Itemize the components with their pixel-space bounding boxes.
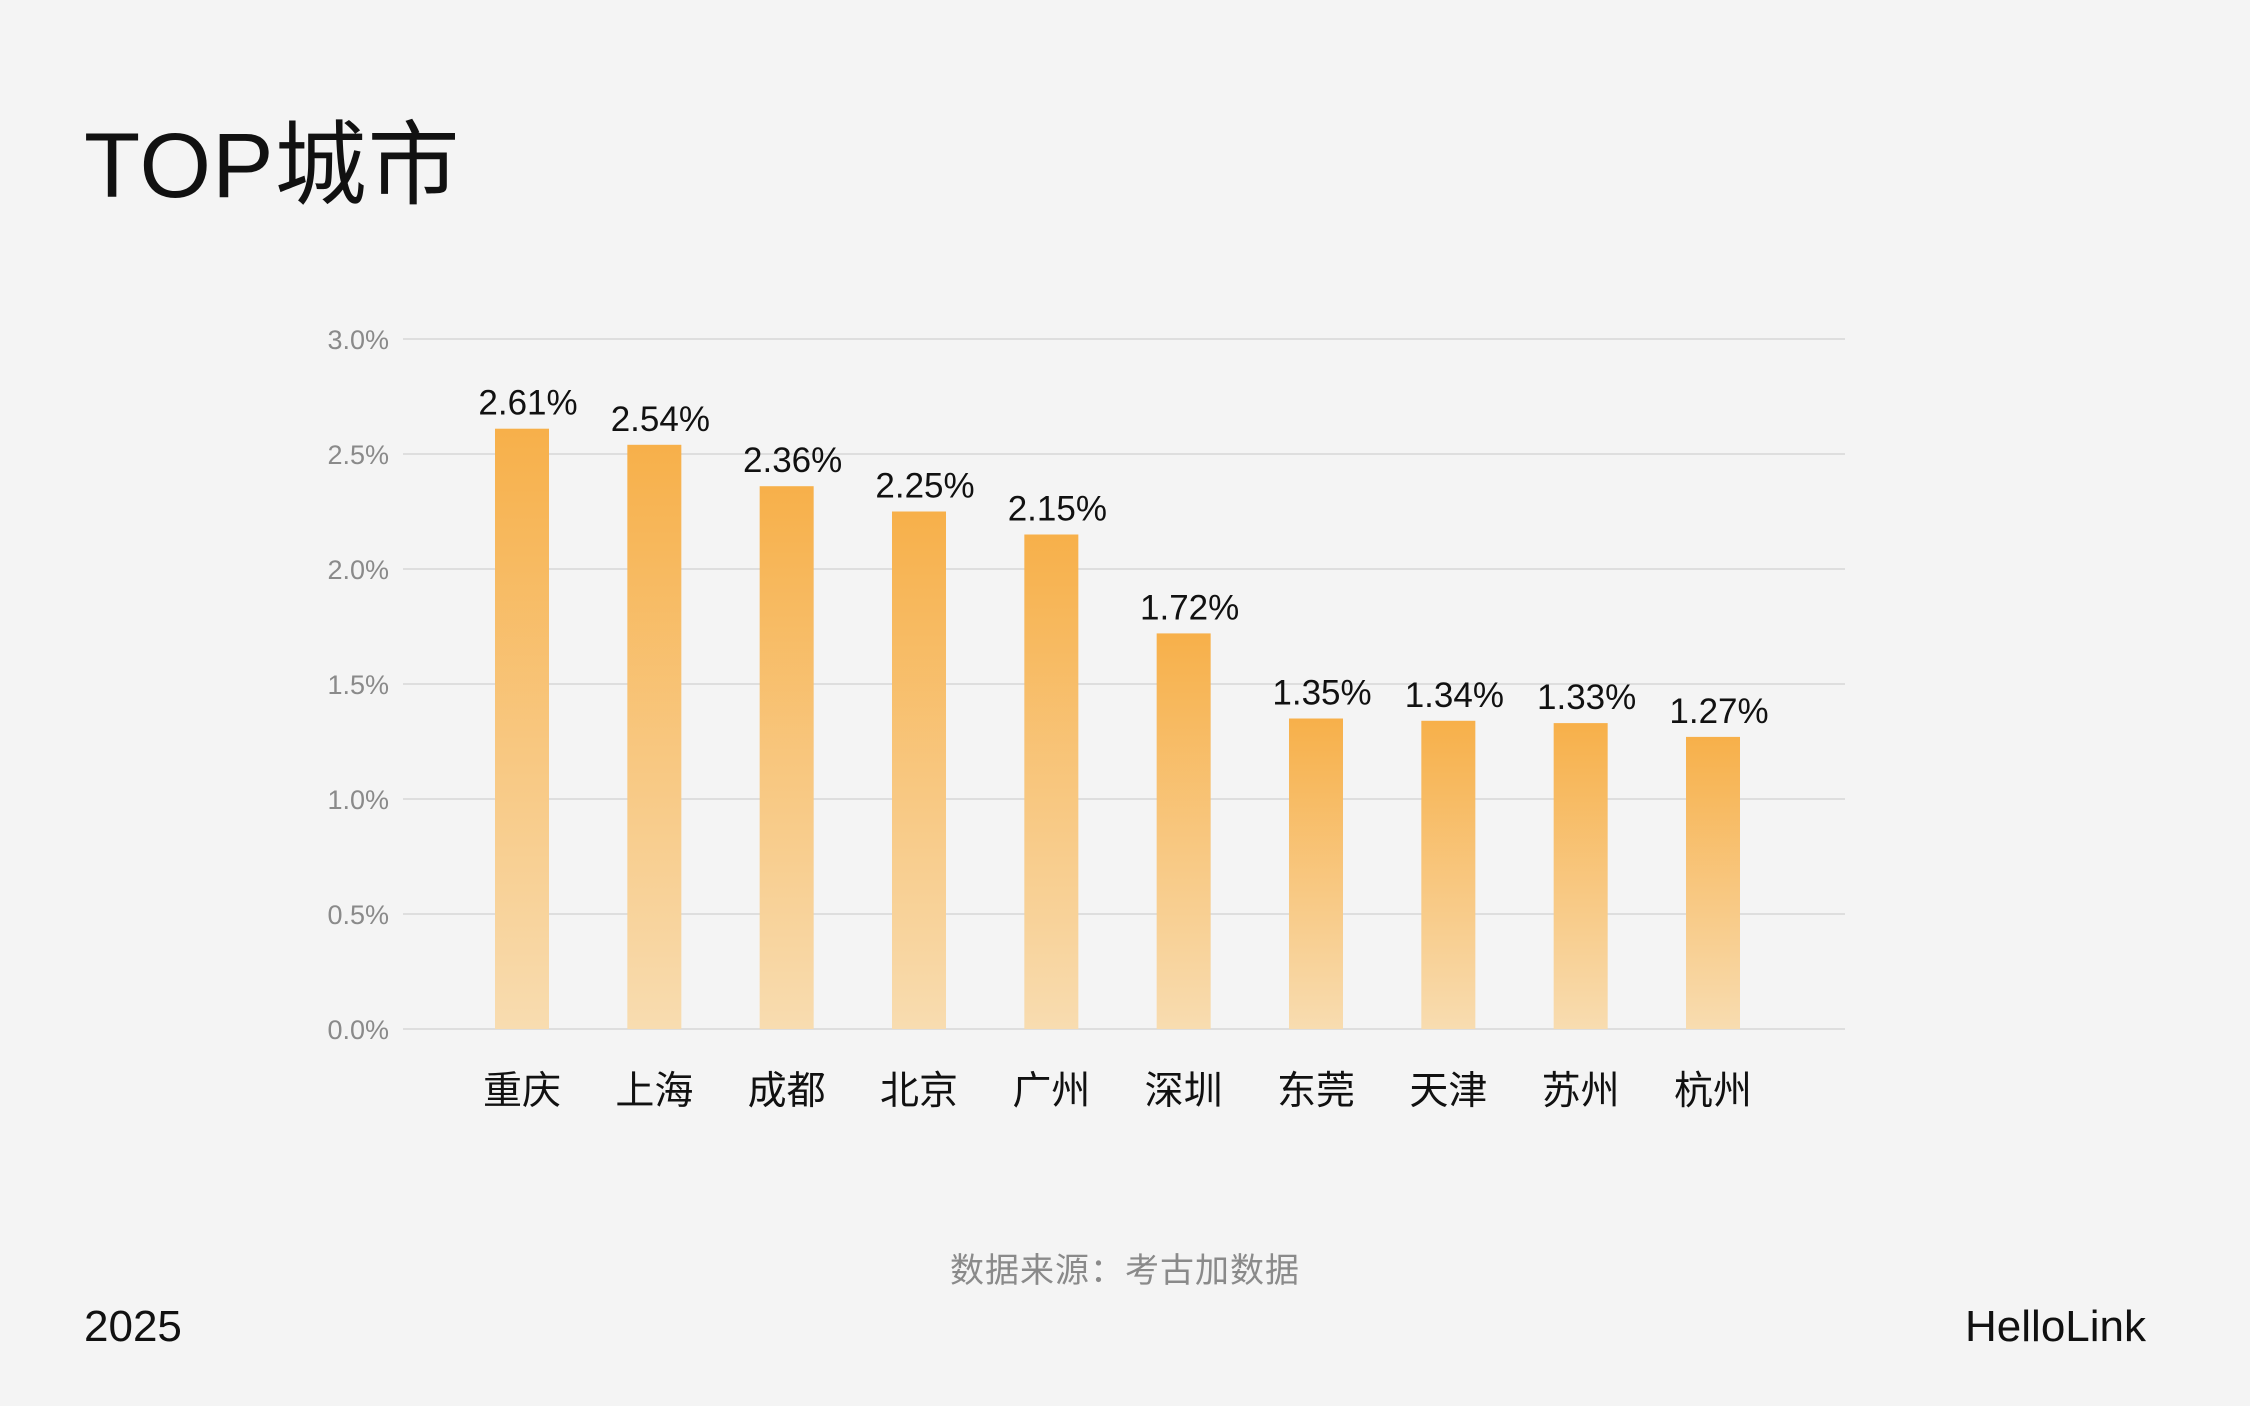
data-label: 2.36%	[743, 441, 842, 480]
data-label: 2.61%	[478, 384, 577, 423]
y-tick-label: 1.0%	[327, 785, 389, 815]
bar	[1156, 633, 1211, 1029]
x-tick-label: 东莞	[1277, 1069, 1355, 1114]
y-tick-label: 2.0%	[327, 555, 389, 585]
source-note: 数据来源：考古加数据	[950, 1252, 1300, 1290]
x-tick-label: 成都	[748, 1069, 826, 1114]
data-labels: 2.61% 2.54% 2.36% 2.25% 2.15% 1.72% 1.35% 1.34%…	[478, 384, 1768, 731]
bar	[1421, 720, 1476, 1029]
y-tick-label: 0.5%	[327, 900, 389, 930]
x-tick-label: 天津	[1409, 1069, 1487, 1114]
page-title: TOP城市	[84, 115, 461, 217]
bar	[1553, 723, 1608, 1029]
x-tick-label: 上海	[615, 1069, 693, 1114]
data-label: 1.27%	[1669, 692, 1768, 731]
data-label: 1.72%	[1140, 588, 1239, 627]
bar	[1686, 736, 1740, 1029]
data-label: 1.34%	[1405, 676, 1504, 715]
x-tick-label: 苏州	[1542, 1069, 1620, 1114]
y-tick-label: 1.5%	[327, 670, 389, 700]
data-label: 2.15%	[1008, 490, 1107, 529]
bar	[627, 444, 682, 1029]
y-tick-label: 0.0%	[327, 1015, 389, 1045]
y-tick-label: 3.0%	[327, 325, 389, 355]
data-label: 1.35%	[1272, 674, 1371, 713]
data-label: 1.33%	[1537, 678, 1636, 717]
bar	[1024, 534, 1079, 1029]
y-tick-label: 2.5%	[327, 440, 389, 470]
footer-brand: HelloLink	[1965, 1302, 2146, 1351]
x-tick-label: 广州	[1012, 1069, 1090, 1114]
x-tick-label: 深圳	[1145, 1069, 1223, 1114]
x-tick-label: 重庆	[483, 1069, 561, 1114]
bars	[495, 428, 1740, 1029]
footer-year: 2025	[84, 1302, 182, 1351]
bar	[1289, 718, 1343, 1029]
x-tick-label: 杭州	[1674, 1069, 1752, 1114]
y-axis-ticks: 0.0% 0.5% 1.0% 1.5% 2.0% 2.5% 3.0%	[327, 325, 389, 1045]
bar	[495, 428, 549, 1029]
data-label: 2.25%	[875, 467, 974, 506]
bar	[759, 486, 814, 1029]
bar	[892, 511, 946, 1029]
x-axis-labels: 重庆 上海 成都 北京 广州 深圳 东莞 天津 苏州 杭州	[483, 1069, 1752, 1114]
x-tick-label: 北京	[880, 1069, 958, 1114]
data-label: 2.54%	[611, 400, 710, 439]
